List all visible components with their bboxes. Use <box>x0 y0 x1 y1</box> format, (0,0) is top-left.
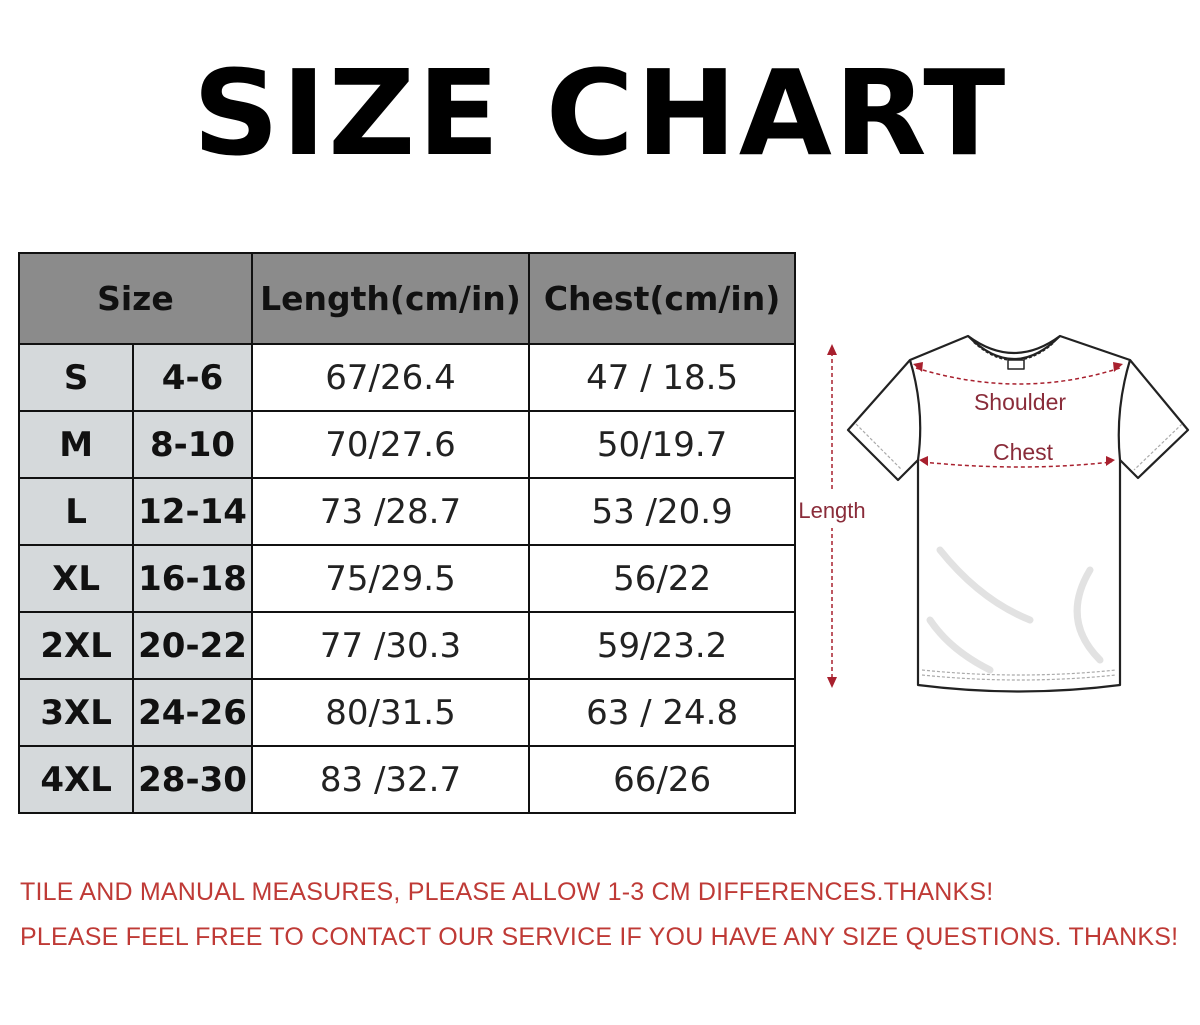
arrow-down-icon <box>827 677 837 688</box>
chest-measure-line <box>922 461 1113 468</box>
length-cell: 77 /30.3 <box>250 611 531 680</box>
chest-cell: 56/22 <box>528 544 796 613</box>
age-cell: 4-6 <box>132 343 253 412</box>
length-cell: 75/29.5 <box>250 544 531 613</box>
length-cell: 83 /32.7 <box>250 745 531 814</box>
table-row: 3XL 24-26 80/31.5 63 / 24.8 <box>17 678 796 747</box>
length-cell: 80/31.5 <box>250 678 531 747</box>
age-cell: 8-10 <box>132 410 253 479</box>
chest-cell: 66/26 <box>528 745 796 814</box>
page-title: SIZE CHART <box>192 44 1008 182</box>
size-cell: S <box>17 343 135 412</box>
length-cell: 73 /28.7 <box>250 477 531 546</box>
length-cell: 70/27.6 <box>250 410 531 479</box>
tshirt-diagram: Shoulder Chest Length <box>798 334 1190 693</box>
header-size: Size <box>18 252 253 345</box>
age-cell: 24-26 <box>132 678 253 747</box>
age-cell: 16-18 <box>132 544 253 613</box>
chest-label: Chest <box>993 439 1054 465</box>
size-cell: XL <box>17 544 135 613</box>
table-row: M 8-10 70/27.6 50/19.7 <box>17 410 796 479</box>
contact-note: PLEASE FEEL FREE TO CONTACT OUR SERVICE … <box>20 923 1179 951</box>
chest-cell: 47 / 18.5 <box>528 343 796 412</box>
shoulder-label: Shoulder <box>974 389 1066 415</box>
measurement-note: TILE AND MANUAL MEASURES, PLEASE ALLOW 1… <box>20 878 994 906</box>
table-row: 2XL 20-22 77 /30.3 59/23.2 <box>17 611 796 680</box>
chest-cell: 50/19.7 <box>528 410 796 479</box>
size-cell: 2XL <box>17 611 135 680</box>
tshirt-outline-icon <box>846 334 1190 693</box>
table-row: 4XL 28-30 83 /32.7 66/26 <box>17 745 796 814</box>
arrow-up-icon <box>827 344 837 355</box>
size-cell: 3XL <box>17 678 135 747</box>
age-cell: 20-22 <box>132 611 253 680</box>
chest-cell: 63 / 24.8 <box>528 678 796 747</box>
chest-cell: 53 /20.9 <box>528 477 796 546</box>
table-row: XL 16-18 75/29.5 56/22 <box>17 544 796 613</box>
size-cell: M <box>17 410 135 479</box>
header-chest: Chest(cm/in) <box>528 252 796 345</box>
size-cell: 4XL <box>17 745 135 814</box>
length-label: Length <box>798 498 865 523</box>
size-table: Size Length(cm/in) Chest(cm/in) S 4-6 67/2… <box>17 252 796 814</box>
header-length: Length(cm/in) <box>250 252 531 345</box>
table-row: L 12-14 73 /28.7 53 /20.9 <box>17 477 796 546</box>
age-cell: 12-14 <box>132 477 253 546</box>
table-row: S 4-6 67/26.4 47 / 18.5 <box>17 343 796 412</box>
age-cell: 28-30 <box>132 745 253 814</box>
size-cell: L <box>17 477 135 546</box>
length-cell: 67/26.4 <box>250 343 531 412</box>
table-header-row: Size Length(cm/in) Chest(cm/in) <box>18 252 796 345</box>
chest-cell: 59/23.2 <box>528 611 796 680</box>
